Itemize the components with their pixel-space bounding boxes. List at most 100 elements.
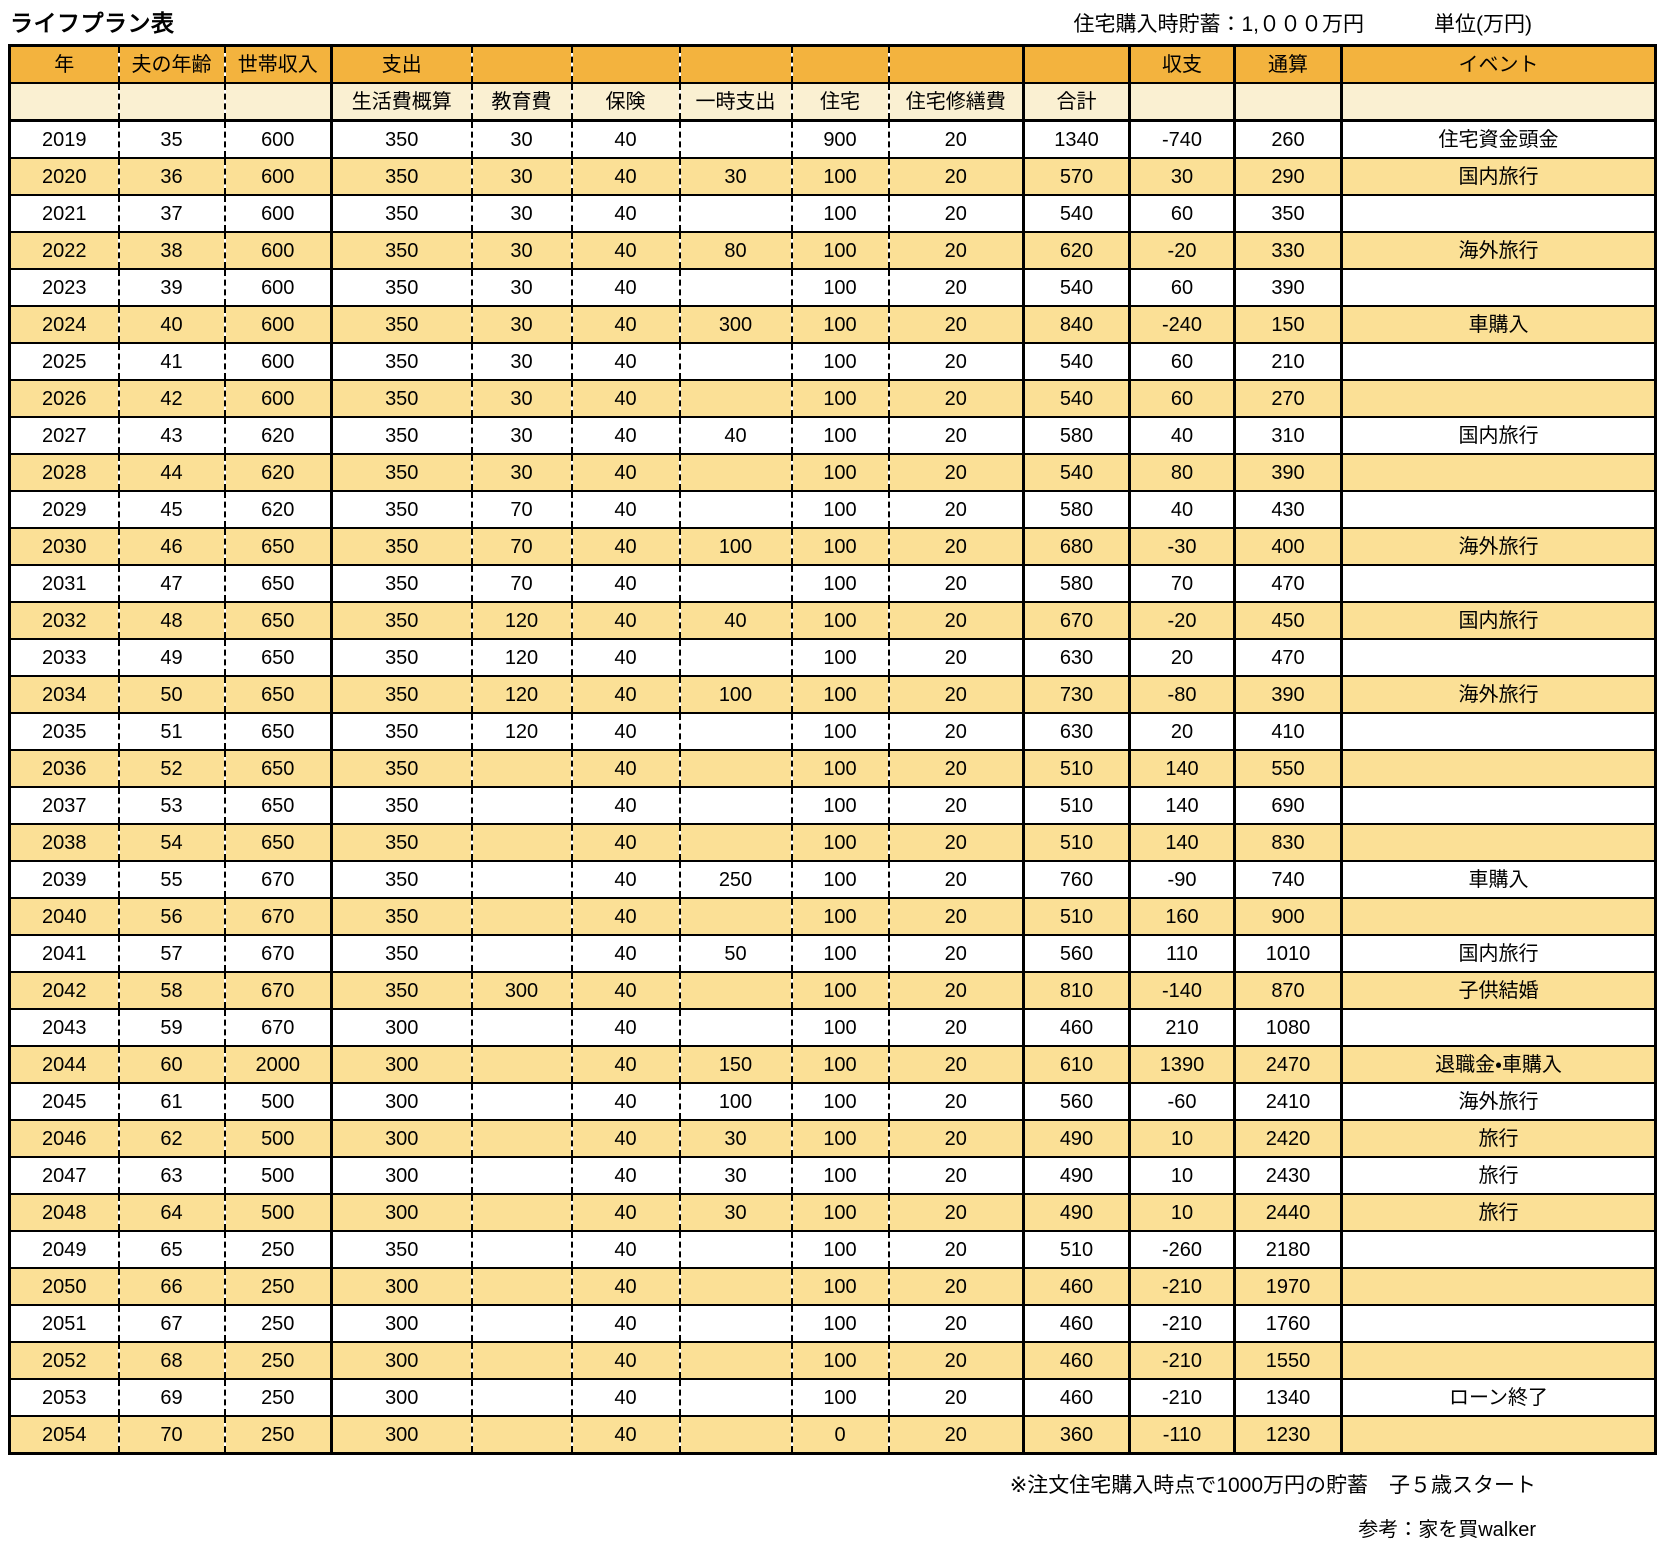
- balance-cell: -260: [1128, 1231, 1235, 1269]
- balance-cell: 60: [1128, 195, 1235, 233]
- year-cell: 2020: [9, 158, 119, 196]
- cumulative-cell: 690: [1233, 787, 1342, 825]
- housing-cell: 100: [790, 639, 889, 677]
- balance-cell: -60: [1128, 1083, 1235, 1121]
- husband_age-cell: 49: [117, 639, 225, 677]
- cumulative-cell: 470: [1233, 565, 1342, 603]
- housing_repair_cost-cell: 20: [887, 750, 1024, 788]
- living_cost-cell: 350: [330, 639, 472, 677]
- household_income-cell: 2000: [223, 1046, 332, 1084]
- expense_total-cell: 1340: [1022, 120, 1130, 159]
- living_cost-cell: 350: [330, 565, 472, 603]
- event-cell: [1340, 750, 1656, 788]
- table-body: 年夫の年齢 世帯収入 支出 収支 通算 イベント 生活費概算 教育費 保険 一時支出 住宅 住宅修繕費…: [9, 45, 1656, 1455]
- cumulative-cell: 870: [1233, 972, 1342, 1010]
- husband_age-cell: 39: [117, 269, 225, 307]
- housing-cell: 100: [790, 861, 889, 899]
- table-row: 2029 45 620 350 70 40 100 20 580 40 430: [9, 491, 1656, 529]
- one_time_expense-cell: 30: [678, 1120, 792, 1158]
- husband_age-cell: 37: [117, 195, 225, 233]
- table-row: 2026 42 600 350 30 40 100 20 540 60 270: [9, 380, 1656, 418]
- education_cost-cell: [470, 1231, 572, 1269]
- subheader-cell-housing: 住宅: [790, 83, 889, 122]
- cumulative-cell: 350: [1233, 195, 1342, 233]
- housing-cell: 100: [790, 602, 889, 640]
- living_cost-cell: 300: [330, 1083, 472, 1121]
- household_income-cell: 650: [223, 676, 332, 714]
- event-cell: 旅行: [1340, 1194, 1656, 1232]
- insurance-cell: 40: [570, 1379, 680, 1417]
- housing-cell: 100: [790, 491, 889, 529]
- household_income-cell: 600: [223, 158, 332, 196]
- year-cell: 2035: [9, 713, 119, 751]
- insurance-cell: 40: [570, 972, 680, 1010]
- cumulative-cell: 2180: [1233, 1231, 1342, 1269]
- cumulative-cell: 470: [1233, 639, 1342, 677]
- cumulative-cell: 310: [1233, 417, 1342, 455]
- table-row: 2048 64 500 300 40 30 100 20 490 10 2440 旅行: [9, 1194, 1656, 1232]
- housing_repair_cost-cell: 20: [887, 1342, 1024, 1380]
- housing-cell: 100: [790, 380, 889, 418]
- header-row-details: 生活費概算 教育費 保険 一時支出 住宅 住宅修繕費 合計: [9, 83, 1656, 122]
- one_time_expense-cell: 300: [678, 306, 792, 344]
- page-title: ライフプラン表: [10, 10, 175, 36]
- housing_repair_cost-cell: 20: [887, 232, 1024, 270]
- balance-cell: -240: [1128, 306, 1235, 344]
- living_cost-cell: 350: [330, 491, 472, 529]
- housing-cell: 100: [790, 232, 889, 270]
- housing-cell: 900: [790, 120, 889, 159]
- event-cell: [1340, 454, 1656, 492]
- table-row: 2021 37 600 350 30 40 100 20 540 60 350: [9, 195, 1656, 233]
- household_income-cell: 600: [223, 120, 332, 159]
- husband_age-cell: 57: [117, 935, 225, 973]
- household_income-cell: 620: [223, 454, 332, 492]
- housing-cell: 100: [790, 750, 889, 788]
- expense_total-cell: 540: [1022, 343, 1130, 381]
- living_cost-cell: 350: [330, 158, 472, 196]
- event-cell: 住宅資金頭金: [1340, 120, 1656, 159]
- cumulative-cell: 400: [1233, 528, 1342, 566]
- expense_total-cell: 460: [1022, 1305, 1130, 1343]
- event-cell: [1340, 195, 1656, 233]
- housing_repair_cost-cell: 20: [887, 565, 1024, 603]
- husband_age-cell: 54: [117, 824, 225, 862]
- cumulative-cell: 410: [1233, 713, 1342, 751]
- household_income-cell: 650: [223, 639, 332, 677]
- balance-cell: 40: [1128, 417, 1235, 455]
- event-cell: 海外旅行: [1340, 232, 1656, 270]
- housing-cell: 100: [790, 1379, 889, 1417]
- household_income-cell: 670: [223, 935, 332, 973]
- education_cost-cell: 120: [470, 602, 572, 640]
- year-cell: 2025: [9, 343, 119, 381]
- expense_total-cell: 630: [1022, 639, 1130, 677]
- living_cost-cell: 350: [330, 343, 472, 381]
- household_income-cell: 250: [223, 1342, 332, 1380]
- header-cell-one_time_expense: [678, 45, 792, 84]
- table-row: 2050 66 250 300 40 100 20 460 -210 1970: [9, 1268, 1656, 1306]
- living_cost-cell: 300: [330, 1416, 472, 1455]
- event-cell: 海外旅行: [1340, 1083, 1656, 1121]
- one_time_expense-cell: 80: [678, 232, 792, 270]
- housing-cell: 100: [790, 1157, 889, 1195]
- year-cell: 2029: [9, 491, 119, 529]
- balance-cell: 20: [1128, 713, 1235, 751]
- husband_age-cell: 70: [117, 1416, 225, 1455]
- insurance-cell: 40: [570, 935, 680, 973]
- balance-cell: -30: [1128, 528, 1235, 566]
- one_time_expense-cell: 100: [678, 528, 792, 566]
- insurance-cell: 40: [570, 528, 680, 566]
- one_time_expense-cell: [678, 454, 792, 492]
- table-row: 2051 67 250 300 40 100 20 460 -210 1760: [9, 1305, 1656, 1343]
- husband_age-cell: 36: [117, 158, 225, 196]
- table-row: 2046 62 500 300 40 30 100 20 490 10 2420 旅行: [9, 1120, 1656, 1158]
- balance-cell: -20: [1128, 602, 1235, 640]
- housing-cell: 100: [790, 269, 889, 307]
- event-cell: 国内旅行: [1340, 602, 1656, 640]
- table-row: 2044 60 2000 300 40 150 100 20 610 1390 2470 退職金・車購…: [9, 1046, 1656, 1084]
- housing-cell: 100: [790, 158, 889, 196]
- education_cost-cell: 30: [470, 232, 572, 270]
- housing-cell: 100: [790, 195, 889, 233]
- event-cell: 海外旅行: [1340, 676, 1656, 714]
- education_cost-cell: 30: [470, 306, 572, 344]
- balance-cell: 140: [1128, 824, 1235, 862]
